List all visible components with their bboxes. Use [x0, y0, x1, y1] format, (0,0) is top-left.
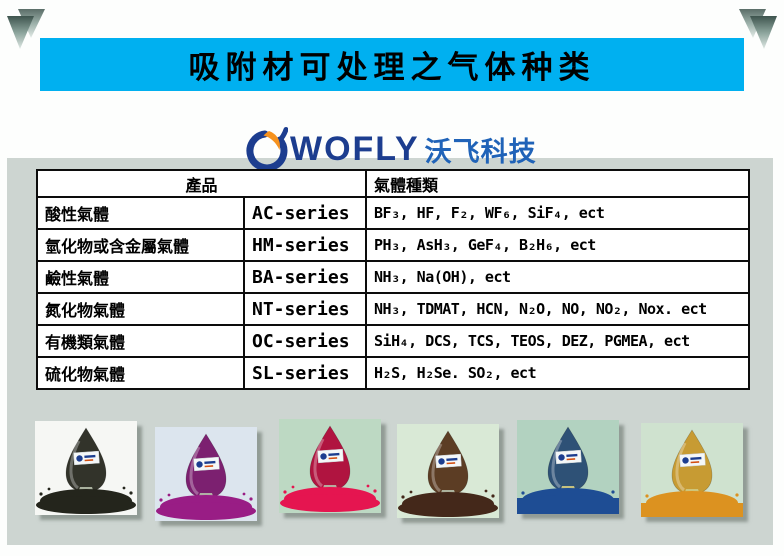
brand-name-chinese: 沃飞科技 [424, 136, 537, 168]
flask-label-icon [73, 450, 100, 466]
brand-name: WOFLY [290, 129, 420, 168]
series-cell: SL-series [242, 356, 368, 390]
gas-types-table: 產品 氣體種類 酸性氣體 AC-series BF₃, HF, F₂, WF₆,… [35, 169, 751, 390]
series-cell: AC-series [242, 196, 368, 230]
category-cell: 氮化物氣體 [36, 292, 245, 326]
product-photo [35, 421, 137, 515]
series-cell: BA-series [242, 260, 368, 294]
table-header-row: 產品 氣體種類 [35, 169, 751, 198]
category-cell: 硫化物氣體 [36, 356, 245, 390]
category-cell: 有機類氣體 [36, 324, 245, 358]
series-cell: HM-series [242, 228, 368, 262]
header-gas-types: 氣體種類 [365, 169, 751, 198]
product-photo [517, 420, 619, 514]
gases-cell: PH₃, AsH₃, GeF₄, B₂H₆, ect [365, 228, 751, 262]
gases-cell: H₂S, H₂Se. SO₂, ect [365, 356, 751, 390]
product-photo [279, 419, 381, 513]
page-title: 吸附材可处理之气体种类 [188, 50, 596, 86]
table-row: 鹼性氣體 BA-series NH₃, Na(OH), ect [36, 260, 751, 294]
category-cell: 氫化物或含金屬氣體 [36, 228, 245, 262]
flask-label-icon [435, 453, 462, 469]
product-photo [641, 423, 743, 517]
gases-cell: NH₃, Na(OH), ect [365, 260, 751, 294]
series-cell: OC-series [242, 324, 368, 358]
series-cell: NT-series [242, 292, 368, 326]
wofly-swoosh-icon [246, 127, 288, 172]
table-row: 氫化物或含金屬氣體 HM-series PH₃, AsH₃, GeF₄, B₂H… [36, 228, 751, 262]
product-photo [397, 424, 499, 518]
double-down-triangle-icon [739, 9, 777, 49]
gases-cell: SiH₄, DCS, TCS, TEOS, DEZ, PGMEA, ect [365, 324, 751, 358]
table-row: 酸性氣體 AC-series BF₃, HF, F₂, WF₆, SiF₄, e… [36, 196, 751, 230]
product-photo [155, 427, 257, 521]
category-cell: 酸性氣體 [36, 196, 245, 230]
category-cell: 鹼性氣體 [36, 260, 245, 294]
wofly-logo: WOFLY 沃飞科技 [242, 126, 537, 172]
table-row: 有機類氣體 OC-series SiH₄, DCS, TCS, TEOS, DE… [36, 324, 751, 358]
flask-label-icon [193, 456, 220, 472]
gases-cell: BF₃, HF, F₂, WF₆, SiF₄, ect [365, 196, 751, 230]
table-row: 氮化物氣體 NT-series NH₃, TDMAT, HCN, N₂O, NO… [36, 292, 751, 326]
flask-label-icon [679, 452, 706, 468]
flask-label-icon [555, 449, 582, 465]
table-row: 硫化物氣體 SL-series H₂S, H₂Se. SO₂, ect [36, 356, 751, 390]
header-product: 產品 [35, 169, 368, 198]
double-down-triangle-icon [7, 9, 45, 49]
gases-cell: NH₃, TDMAT, HCN, N₂O, NO, NO₂, Nox. ect [365, 292, 751, 326]
flask-label-icon [317, 448, 344, 464]
title-banner: 吸附材可处理之气体种类 [40, 38, 744, 91]
